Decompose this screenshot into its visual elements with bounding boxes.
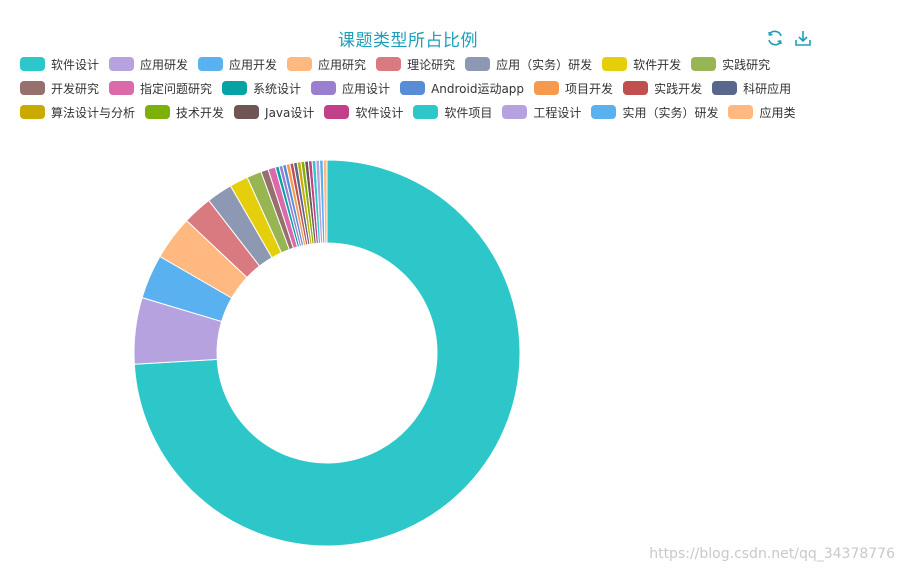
- legend-swatch: [20, 81, 45, 95]
- legend-item[interactable]: Android运动app: [400, 79, 524, 97]
- legend-item[interactable]: 算法设计与分析: [20, 103, 135, 121]
- legend-label: 应用研发: [140, 57, 189, 72]
- legend-swatch: [400, 81, 426, 95]
- legend-item[interactable]: 科研应用: [712, 79, 791, 97]
- legend-swatch: [324, 105, 350, 119]
- legend-swatch: [591, 105, 617, 119]
- legend-item[interactable]: 软件设计: [324, 103, 403, 121]
- legend-label: 科研应用: [743, 81, 792, 96]
- legend-item[interactable]: 软件设计: [20, 55, 99, 73]
- legend-label: 应用开发: [229, 57, 278, 72]
- legend-swatch: [222, 81, 248, 95]
- legend-label: 实用（实务）研发: [622, 105, 719, 120]
- legend-item[interactable]: 应用研发: [109, 55, 188, 73]
- legend-label: Android运动app: [431, 81, 525, 96]
- refresh-icon[interactable]: [765, 28, 785, 48]
- legend-label: 应用（实务）研发: [496, 57, 593, 72]
- legend-label: 理论研究: [407, 57, 456, 72]
- legend-item[interactable]: 实用（实务）研发: [591, 103, 718, 121]
- legend-label: 软件开发: [633, 57, 682, 72]
- legend-swatch: [502, 105, 528, 119]
- legend-item[interactable]: 应用研究: [287, 55, 366, 73]
- legend-item[interactable]: 应用设计: [311, 79, 390, 97]
- donut-slice[interactable]: [322, 159, 328, 244]
- legend-item[interactable]: 实践研究: [691, 55, 770, 73]
- legend-swatch: [109, 81, 135, 95]
- download-icon[interactable]: [793, 28, 813, 48]
- legend-label: 项目开发: [565, 81, 614, 96]
- chart-legend: 软件设计 应用研发 应用开发 应用研究 理论研究 应用（实务）研发 软件开发 实践研究开发研究…: [20, 55, 820, 121]
- legend-label: 开发研究: [51, 81, 100, 96]
- legend-label: 工程设计: [533, 105, 582, 120]
- legend-item[interactable]: 应用开发: [198, 55, 277, 73]
- legend-swatch: [728, 105, 754, 119]
- legend-item[interactable]: 软件开发: [602, 55, 681, 73]
- legend-label: 软件项目: [444, 105, 493, 120]
- legend-swatch: [691, 57, 717, 71]
- legend-swatch: [465, 57, 491, 71]
- legend-swatch: [712, 81, 738, 95]
- legend-label: 软件设计: [51, 57, 100, 72]
- legend-label: 算法设计与分析: [51, 105, 136, 120]
- legend-item[interactable]: 系统设计: [222, 79, 301, 97]
- legend-swatch: [287, 57, 313, 71]
- legend-item[interactable]: 工程设计: [502, 103, 581, 121]
- legend-item[interactable]: 开发研究: [20, 79, 99, 97]
- legend-swatch: [376, 57, 402, 71]
- legend-item[interactable]: 实践开发: [623, 79, 702, 97]
- legend-item[interactable]: 应用（实务）研发: [465, 55, 592, 73]
- chart-title: 课题类型所占比例: [338, 31, 478, 51]
- legend-swatch: [20, 57, 45, 71]
- legend-label: 实践开发: [654, 81, 703, 96]
- legend-item[interactable]: 指定问题研究: [109, 79, 212, 97]
- legend-label: 系统设计: [253, 81, 302, 96]
- legend-swatch: [145, 105, 171, 119]
- legend-label: 应用研究: [318, 57, 367, 72]
- donut-slice[interactable]: [133, 159, 521, 547]
- legend-label: 应用设计: [342, 81, 391, 96]
- legend-item[interactable]: 技术开发: [145, 103, 224, 121]
- legend-swatch: [20, 105, 45, 119]
- legend-label: 技术开发: [176, 105, 225, 120]
- legend-swatch: [623, 81, 649, 95]
- legend-label: 应用类: [759, 105, 796, 120]
- chart-toolbox: [765, 28, 813, 48]
- legend-swatch: [109, 57, 135, 71]
- legend-label: 软件设计: [355, 105, 404, 120]
- legend-item[interactable]: 项目开发: [534, 79, 613, 97]
- legend-item[interactable]: 理论研究: [376, 55, 455, 73]
- legend-label: Java设计: [265, 105, 315, 120]
- legend-item[interactable]: 应用类: [728, 103, 795, 121]
- legend-swatch: [413, 105, 439, 119]
- watermark: https://blog.csdn.net/qq_34378776: [649, 546, 895, 562]
- legend-label: 指定问题研究: [140, 81, 213, 96]
- legend-item[interactable]: Java设计: [234, 103, 314, 121]
- legend-swatch: [534, 81, 560, 95]
- legend-swatch: [198, 57, 224, 71]
- legend-item[interactable]: 软件项目: [413, 103, 492, 121]
- legend-label: 实践研究: [722, 57, 771, 72]
- legend-swatch: [234, 105, 260, 119]
- legend-swatch: [311, 81, 337, 95]
- legend-swatch: [602, 57, 628, 71]
